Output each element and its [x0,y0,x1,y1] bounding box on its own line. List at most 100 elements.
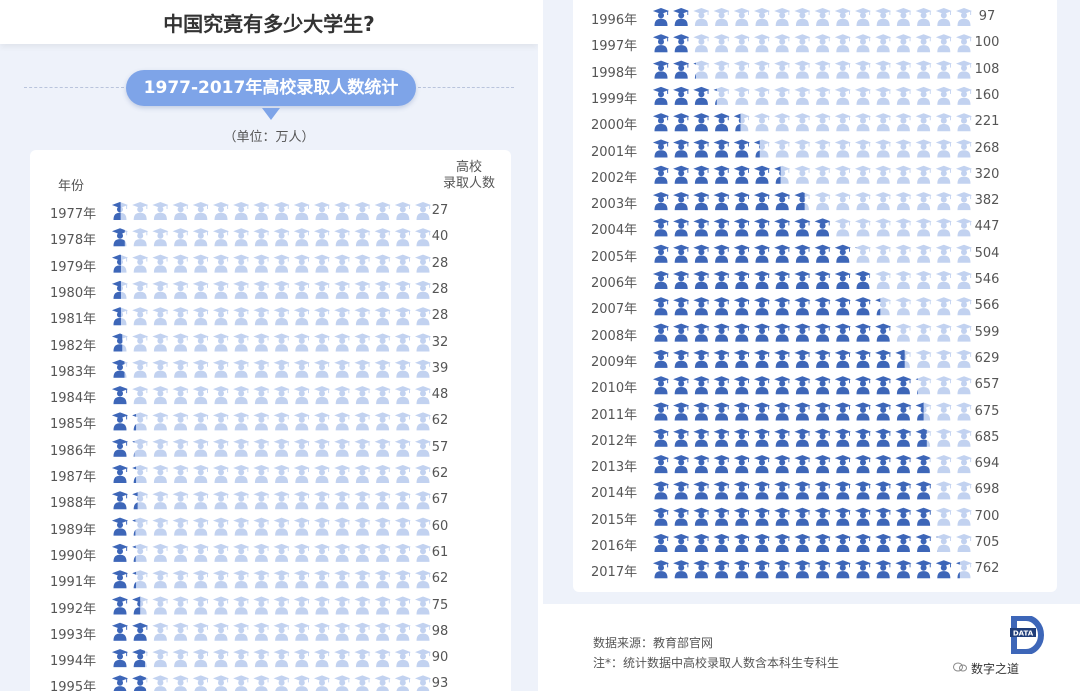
graduate-icon [733,455,750,474]
value-label: 221 [974,114,1000,130]
graduate-icon [132,465,149,483]
graduate-icon [192,543,209,562]
graduate-icon [354,228,371,247]
graduate-icon [774,323,791,342]
graduate-icon [915,113,932,132]
graduate-icon [192,570,209,589]
year-label: 1998年 [591,65,638,81]
graduate-icon [814,8,831,26]
graduate-icon [814,402,831,421]
graduate-icon [814,271,831,289]
graduate-icon [733,560,750,579]
graduate-icon [112,202,121,220]
graduate-icon [875,86,892,105]
graduate-icon [855,86,871,105]
graduate-icon [754,60,770,79]
value-label: 57 [431,439,449,455]
graduate-icon [273,202,290,220]
graduate-icon [935,8,952,26]
graduate-icon [875,139,892,158]
graduate-icon [334,491,351,510]
graduate-icon [374,596,391,615]
graduate-icon [653,534,669,552]
graduate-icon [152,359,169,378]
graduate-icon [794,323,811,342]
graduate-icon [774,271,791,289]
graduate-icon [956,113,972,132]
graduate-icon [112,517,128,536]
graduate-icon [233,386,250,405]
graduate-icon [653,113,669,132]
graduate-icon [754,165,770,184]
graduate-icon [915,218,932,237]
graduate-icon [875,8,892,26]
graduate-icon [112,386,128,405]
graduate-icon [794,376,811,395]
graduate-icon [152,228,169,247]
graduate-icon [814,86,831,105]
graduate-icon [253,280,270,299]
graduate-icon [774,139,791,158]
graduate-icon [293,254,310,273]
value-label: 32 [431,334,449,350]
graduate-icon [213,280,229,299]
graduate-icon [774,428,791,447]
graduate-icon [855,244,871,263]
graduate-icon [935,455,952,474]
graduate-icon [253,649,270,668]
graduate-icon [733,297,750,316]
graduate-icon [713,113,730,132]
graduate-icon [273,649,290,668]
graduate-icon [693,60,710,79]
graduate-icon [915,244,932,263]
graduate-icon [875,218,892,237]
graduate-icon [314,280,330,299]
divider-right [418,87,514,88]
graduate-icon [293,412,310,431]
graduate-icon [253,307,270,326]
graduate-icon [152,570,169,589]
graduate-icon [733,139,750,158]
graduate-icon [834,481,851,500]
graduate-icon [673,507,690,526]
graduate-icon [834,60,851,79]
graduate-icon [895,34,912,53]
graduate-icon [354,543,371,562]
graduate-icon [354,622,371,641]
graduate-icon [374,649,391,668]
graduate-icon [253,386,270,405]
graduate-icon [875,428,892,447]
graduate-icon [253,412,270,431]
graduate-icon [834,560,851,579]
graduate-icon [834,349,851,368]
graduate-icon [814,534,831,552]
graduate-icon [253,359,270,378]
value-label: 160 [974,87,1000,103]
graduate-icon [293,438,310,457]
graduate-icon [774,8,791,26]
value-label: 97 [978,9,996,24]
graduate-icon [693,428,710,447]
year-label: 2005年 [591,249,638,265]
graduate-icon [653,218,669,237]
graduate-icon [394,622,411,641]
graduate-icon [935,536,938,552]
graduate-icon [192,491,209,510]
graduate-icon [956,86,972,105]
graduate-icon [774,349,791,368]
year-label: 2002年 [591,170,638,186]
graduate-icon [693,8,710,26]
graduate-icon [314,649,330,668]
graduate-icon [253,570,270,589]
graduate-icon [314,412,330,431]
year-label: 1990年 [50,548,97,564]
graduate-icon [415,333,431,352]
graduate-icon [273,280,290,299]
value-label: 382 [974,193,1000,209]
graduate-icon [855,218,871,237]
pill-arrow-icon [262,108,280,120]
graduate-icon [394,202,411,220]
graduate-icon [935,297,952,316]
year-label: 2003年 [591,197,638,213]
graduate-icon [415,386,431,405]
